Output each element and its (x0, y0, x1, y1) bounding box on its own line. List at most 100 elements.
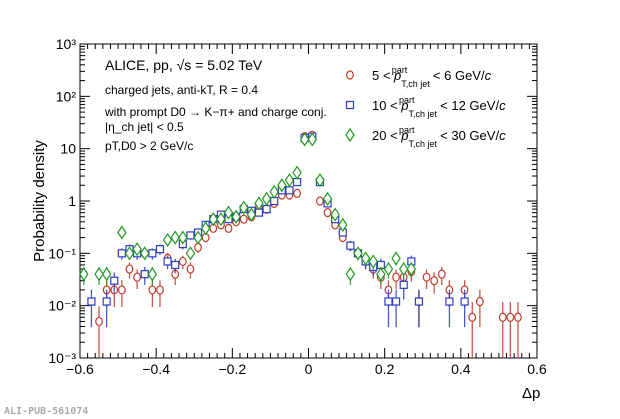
data-point (95, 316, 103, 327)
data-point (468, 312, 477, 322)
data-point (124, 246, 135, 261)
data-point (117, 285, 126, 295)
data-point (101, 267, 112, 282)
legend-label: 5 < pT,ch jetpart < 6 GeV/c (372, 65, 492, 89)
data-point (178, 230, 188, 245)
data-point (498, 312, 507, 322)
annotation-jets: charged jets, anti-kT, R = 0.4 (105, 83, 258, 97)
y-tick-label: 10⁻³ (48, 350, 76, 366)
data-point (376, 267, 386, 282)
data-point (299, 132, 310, 147)
data-point (110, 276, 119, 285)
data-point (87, 297, 96, 306)
x-tick-label: −0.6 (66, 361, 94, 377)
data-point (430, 276, 439, 286)
data-point (392, 272, 400, 282)
annotation-pt: pT,D0 > 2 GeV/c (105, 139, 193, 153)
data-point (132, 242, 142, 257)
y-tick-label: 10⁻¹ (48, 245, 76, 261)
x-tick-label: 0.6 (527, 361, 547, 377)
data-point (460, 297, 469, 306)
data-point (216, 212, 226, 227)
data-point (140, 246, 150, 261)
data-point (292, 177, 302, 187)
data-point (398, 262, 409, 277)
data-point (155, 245, 165, 254)
data-point (284, 173, 295, 188)
data-point (200, 221, 211, 236)
data-point (353, 246, 363, 261)
data-point (254, 196, 264, 211)
legend-label: 20 < pT,ch jetpart < 30 GeV/c (372, 125, 506, 149)
data-point (285, 186, 294, 195)
data-point (171, 260, 180, 270)
data-point (368, 254, 378, 269)
series-square (87, 132, 469, 328)
x-tick-label: −0.2 (219, 361, 247, 377)
data-point (133, 272, 142, 282)
data-point (360, 251, 371, 266)
series-circle (95, 130, 522, 358)
y-tick-label: 10² (56, 88, 77, 104)
data-point (322, 191, 333, 206)
y-axis-label: Probability density (31, 140, 48, 262)
data-point (186, 264, 195, 274)
data-point (261, 191, 272, 206)
data-point (514, 312, 522, 322)
data-point (185, 246, 196, 261)
data-point (384, 297, 393, 306)
data-point (437, 269, 446, 279)
x-axis-label: Δp (522, 385, 540, 402)
data-point (307, 132, 318, 147)
data-point (125, 264, 134, 274)
watermark: ALI-PUB-561074 (4, 406, 88, 417)
data-point (239, 214, 248, 224)
data-point (269, 184, 279, 199)
annotation-d0: with prompt D0 → K−π+ and charge conj. (104, 105, 327, 119)
data-point (117, 249, 126, 258)
legend-marker-diamond (345, 127, 355, 143)
x-tick-label: 0 (305, 361, 313, 377)
x-tick-label: −0.4 (142, 361, 170, 377)
data-point (414, 297, 424, 306)
data-point (422, 272, 431, 282)
data-point (315, 173, 325, 188)
data-point (346, 241, 355, 250)
data-point (475, 296, 484, 307)
data-point (506, 312, 515, 322)
y-tick-label: 10⁻² (48, 298, 76, 314)
legend: 5 < pT,ch jetpart < 6 GeV/c 10 < pT,ch je… (345, 65, 506, 149)
data-point (338, 217, 348, 232)
annotation-eta: |η_ch jet| < 0.5 (105, 120, 184, 134)
data-point (323, 208, 332, 218)
data-point (262, 205, 271, 214)
legend-marker-circle (346, 70, 354, 80)
data-point (399, 280, 408, 289)
data-point (231, 209, 241, 224)
legend-label: 10 < pT,ch jetpart < 12 GeV/c (372, 95, 506, 119)
data-point (193, 230, 203, 245)
data-point (293, 188, 301, 198)
legend-marker-square (345, 100, 355, 110)
data-point (391, 251, 401, 266)
data-point (406, 262, 417, 277)
data-point (148, 285, 157, 295)
data-point (292, 165, 302, 180)
data-point (170, 230, 180, 245)
data-point (163, 257, 172, 266)
y-tick-label: 10 (60, 141, 76, 157)
series-diamond (79, 132, 417, 286)
data-point (224, 223, 233, 233)
data-point (140, 270, 149, 279)
data-point (208, 212, 219, 227)
data-point (147, 267, 158, 282)
data-point (162, 232, 173, 248)
data-point (102, 297, 111, 306)
y-tick-label: 1 (68, 193, 76, 209)
data-point (277, 178, 287, 193)
data-point (94, 267, 104, 282)
x-tick-label: 0.2 (375, 361, 395, 377)
data-point (156, 285, 164, 295)
